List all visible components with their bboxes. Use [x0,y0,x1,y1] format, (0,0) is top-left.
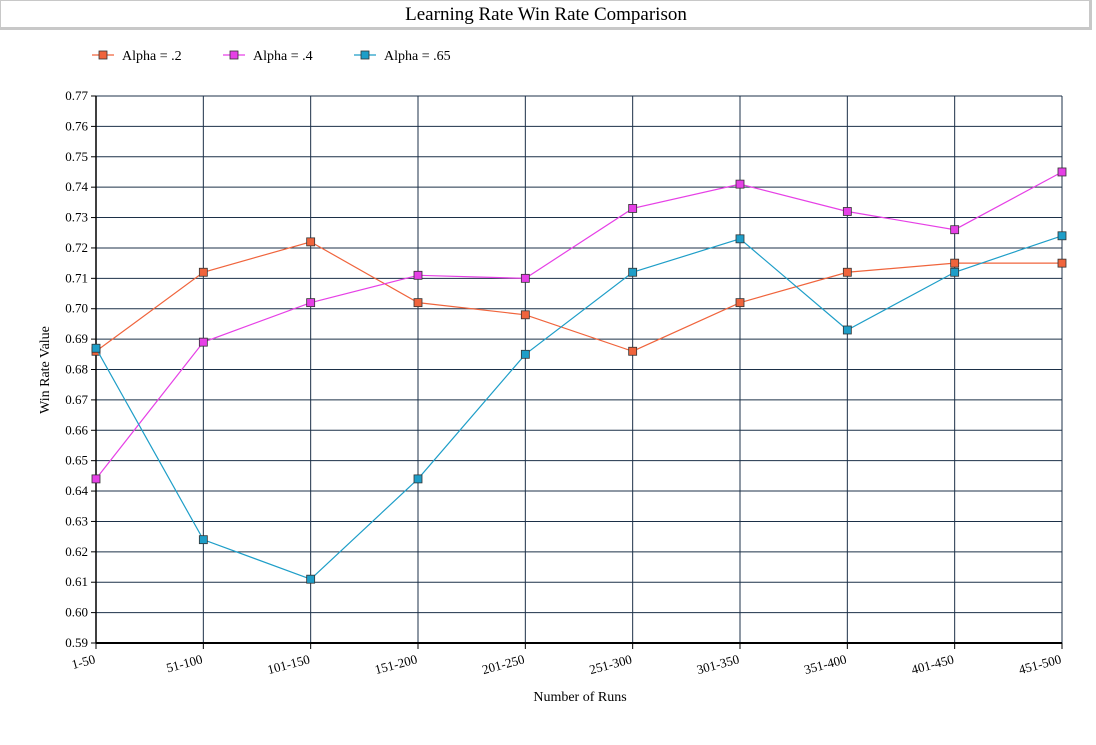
legend-label: Alpha = .65 [384,49,451,64]
x-tick-label: 201-250 [480,651,526,677]
y-tick-label: 0.60 [65,605,88,620]
y-tick-label: 0.64 [65,483,88,498]
data-point [950,258,960,268]
x-tick-label: 301-350 [695,651,741,677]
x-tick-labels: 1-50 51-100 101-150 151-200 201-250 251-300 30… [70,651,1063,677]
y-tick-label: 0.70 [65,301,88,316]
x-tick-label: 1-50 [70,651,97,672]
x-tick-label: 151-200 [373,651,419,677]
y-tick-label: 0.66 [65,422,88,437]
series-group [91,167,1067,584]
grid-lines [95,95,1063,644]
data-point [306,298,316,308]
data-point [735,234,745,244]
y-tick-labels: 0.59 0.60 0.61 0.62 0.63 0.64 0.65 0.66 0.67 0.68… [65,88,88,650]
data-point [520,310,530,320]
y-tick-label: 0.61 [65,574,88,589]
y-tick-label: 0.68 [65,362,88,377]
data-point [306,237,316,247]
legend-marker [229,50,239,60]
y-tick-label: 0.74 [65,179,88,194]
x-tick-label: 51-100 [165,651,204,675]
series-line [95,241,1062,352]
x-axis-title: Number of Runs [533,690,626,705]
y-tick-label: 0.69 [65,331,88,346]
data-point [950,225,960,235]
data-point [628,346,638,356]
y-tick-label: 0.67 [65,392,88,407]
data-point [520,273,530,283]
y-tick-label: 0.77 [65,88,88,103]
y-tick-label: 0.75 [65,149,88,164]
data-point [198,535,208,545]
data-point [735,298,745,308]
legend-marker [360,50,370,60]
series-2 [91,167,1067,484]
chart-title: Learning Rate Win Rate Comparison [405,4,687,25]
legend-item-2: Alpha = .4 [223,49,313,64]
y-tick-label: 0.63 [65,513,88,528]
y-tick-label: 0.59 [65,635,88,650]
y-tick-label: 0.76 [65,118,88,133]
data-point [1057,231,1067,241]
data-point [198,337,208,347]
x-tick-label: 251-300 [588,651,634,677]
chart-title-bar: Learning Rate Win Rate Comparison [0,0,1092,30]
data-point [842,325,852,335]
data-point [91,343,101,353]
data-point [413,298,423,308]
legend-label: Alpha = .4 [253,49,313,64]
series-line [95,171,1063,480]
data-point [950,267,960,277]
data-point [628,204,638,213]
legend-marker [98,50,108,60]
y-tick-label: 0.62 [65,544,88,559]
data-point [413,270,423,280]
legend-label: Alpha = .2 [122,49,182,64]
data-point [91,474,101,484]
data-point [1057,258,1067,268]
y-tick-label: 0.72 [65,240,88,255]
y-axis-title: Win Rate Value [38,326,53,414]
legend-item-3: Alpha = .65 [354,49,451,64]
y-tick-label: 0.73 [65,210,88,225]
x-tick-label: 101-150 [266,651,312,677]
axes [91,95,1063,649]
x-tick-label: 451-500 [1017,651,1063,677]
data-point [842,207,852,216]
y-tick-label: 0.71 [65,270,88,285]
y-tick-label: 0.65 [65,453,88,468]
legend-item-1: Alpha = .2 [92,49,182,64]
data-point [413,474,423,484]
legend: Alpha = .2 Alpha = .4 Alpha = .65 [92,49,451,64]
data-point [520,349,530,359]
data-point [735,179,745,189]
x-tick-label: 351-400 [802,651,848,677]
series-line [95,235,1063,580]
data-point [842,267,852,277]
series-1 [91,237,1067,356]
series-3 [91,231,1067,584]
data-point [306,574,316,584]
data-point [628,267,638,277]
data-point [1057,167,1067,177]
data-point [198,267,208,277]
x-tick-label: 401-450 [910,651,956,677]
